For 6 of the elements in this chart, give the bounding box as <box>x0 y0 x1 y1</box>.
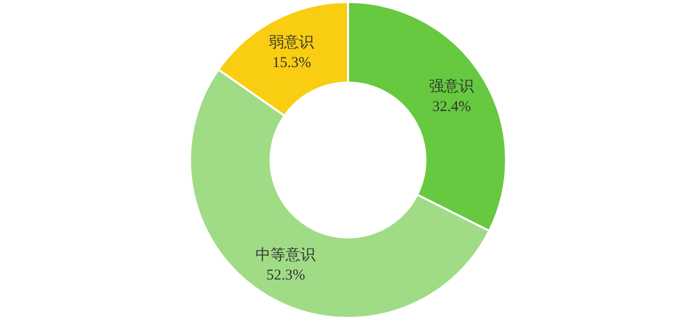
data-label: 15.3% <box>272 55 312 72</box>
slice-label: 强意识 <box>429 78 474 96</box>
data-label: 52.3% <box>266 268 306 284</box>
data-label: 32.4% <box>432 99 471 116</box>
slice-label: 中等意识 <box>256 246 316 264</box>
slice-label: 弱意识 <box>269 34 314 52</box>
